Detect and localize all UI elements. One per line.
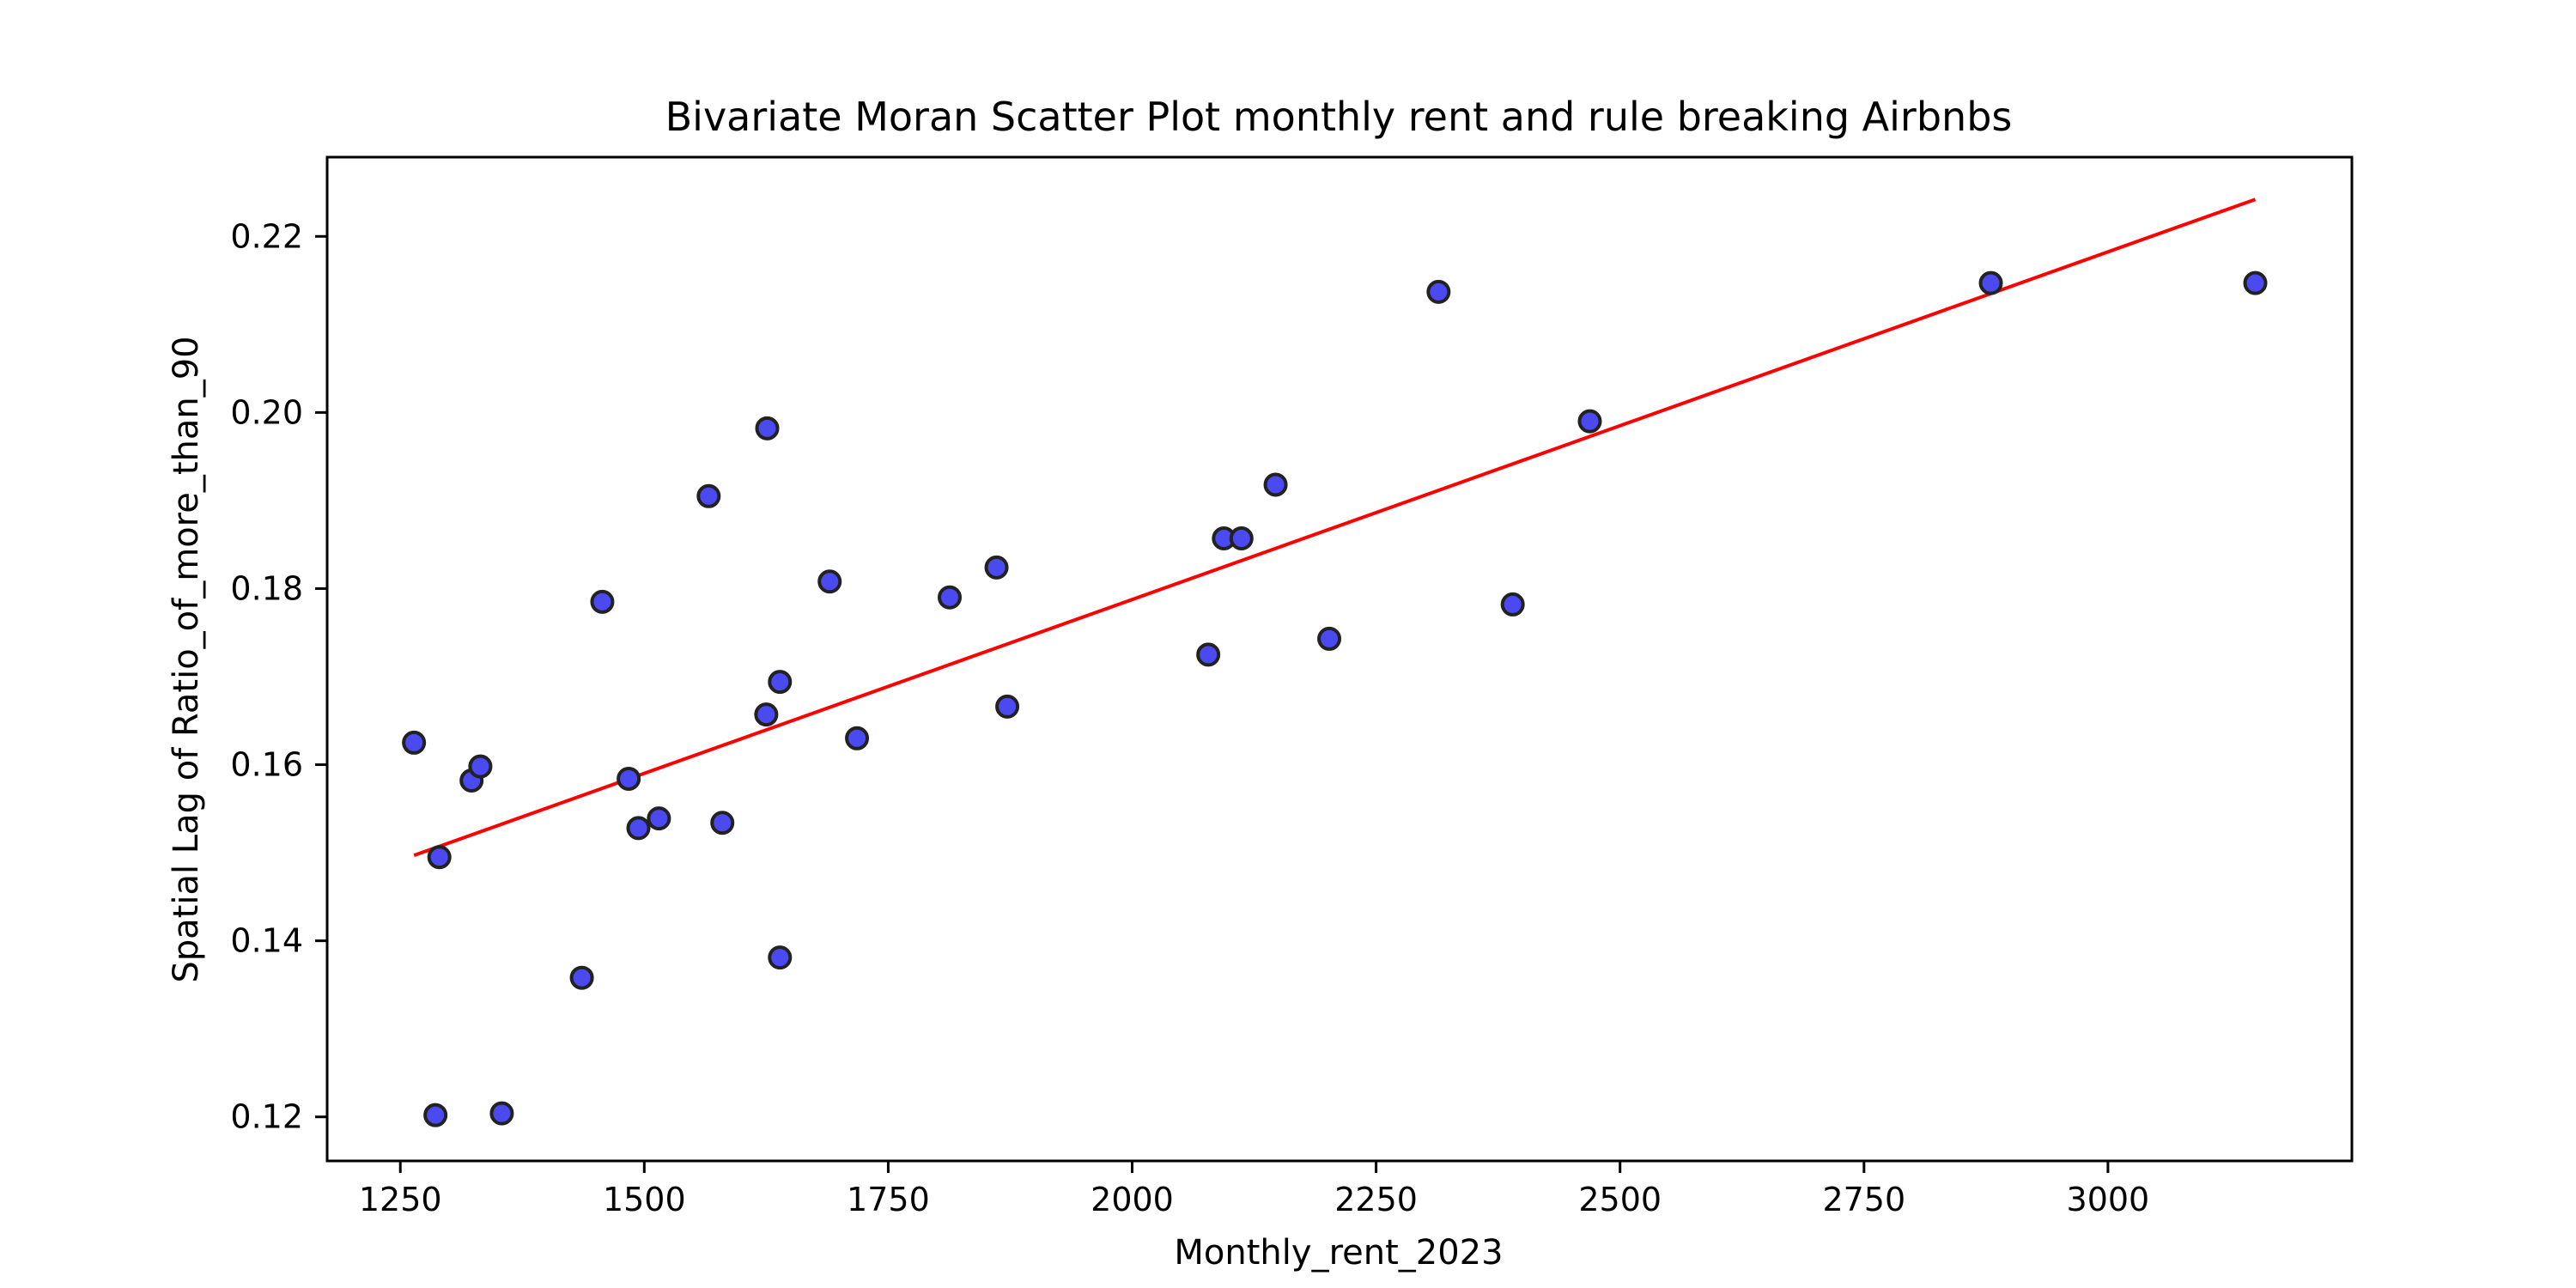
regression-line <box>413 197 2257 858</box>
scatter-point <box>617 766 641 791</box>
x-tick-label: 2250 <box>1334 1181 1418 1218</box>
scatter-point <box>984 555 1009 580</box>
scatter-point <box>468 754 493 779</box>
scatter-point <box>768 670 793 695</box>
scatter-point <box>1317 626 1342 651</box>
x-tick-label: 2000 <box>1091 1181 1174 1218</box>
y-axis-label: Spatial Lag of Ratio_of_more_than_90 <box>167 336 206 982</box>
scatter-point <box>427 845 452 870</box>
x-tick-label: 2500 <box>1578 1181 1662 1218</box>
scatter-point <box>1500 592 1525 617</box>
scatter-point <box>1263 472 1288 497</box>
y-tick-label: 0.12 <box>230 1098 303 1136</box>
scatter-point <box>489 1101 514 1126</box>
x-tick-label: 2750 <box>1822 1181 1905 1218</box>
plot-frame <box>325 155 2354 1163</box>
scatter-point <box>755 416 780 440</box>
y-tick-label: 0.16 <box>230 746 303 784</box>
scatter-point <box>423 1103 448 1127</box>
x-tick-label: 3000 <box>2067 1181 2150 1218</box>
y-tick-label: 0.20 <box>230 393 303 431</box>
y-tick-label: 0.22 <box>230 217 303 255</box>
x-axis: 1250 1500 1750 2000 2250 2500 2750 3000 <box>359 1161 2149 1218</box>
x-tick-label: 1250 <box>359 1181 442 1218</box>
y-axis: 0.12 0.14 0.16 0.18 0.20 0.22 <box>230 217 327 1136</box>
x-tick-label: 1750 <box>847 1181 930 1218</box>
scatter-point <box>696 483 721 508</box>
scatter-point <box>938 585 963 610</box>
scatter-point <box>626 816 651 841</box>
scatter-point <box>1426 279 1451 304</box>
scatter-point <box>768 945 793 970</box>
scatter-point <box>1196 642 1221 667</box>
x-axis-label: Monthly_rent_2023 <box>1174 1233 1503 1273</box>
plot-area <box>402 197 2268 1127</box>
scatter-point <box>710 811 735 835</box>
scatter-point <box>569 965 594 990</box>
chart-title: Bivariate Moran Scatter Plot monthly ren… <box>665 94 2013 140</box>
scatter-point <box>590 589 615 614</box>
scatter-point <box>1229 526 1254 551</box>
scatter-point <box>1577 409 1602 434</box>
scatter-point <box>845 726 870 750</box>
scatter-point <box>2243 270 2268 295</box>
scatter-point <box>995 694 1020 719</box>
scatter-point <box>647 806 671 831</box>
scatter-point <box>817 569 842 594</box>
y-tick-label: 0.18 <box>230 569 303 607</box>
scatter-point <box>1978 270 2003 295</box>
scatter-point <box>402 730 427 755</box>
x-tick-label: 1500 <box>603 1181 686 1218</box>
scatter-point <box>754 702 779 727</box>
y-tick-label: 0.14 <box>230 922 303 960</box>
